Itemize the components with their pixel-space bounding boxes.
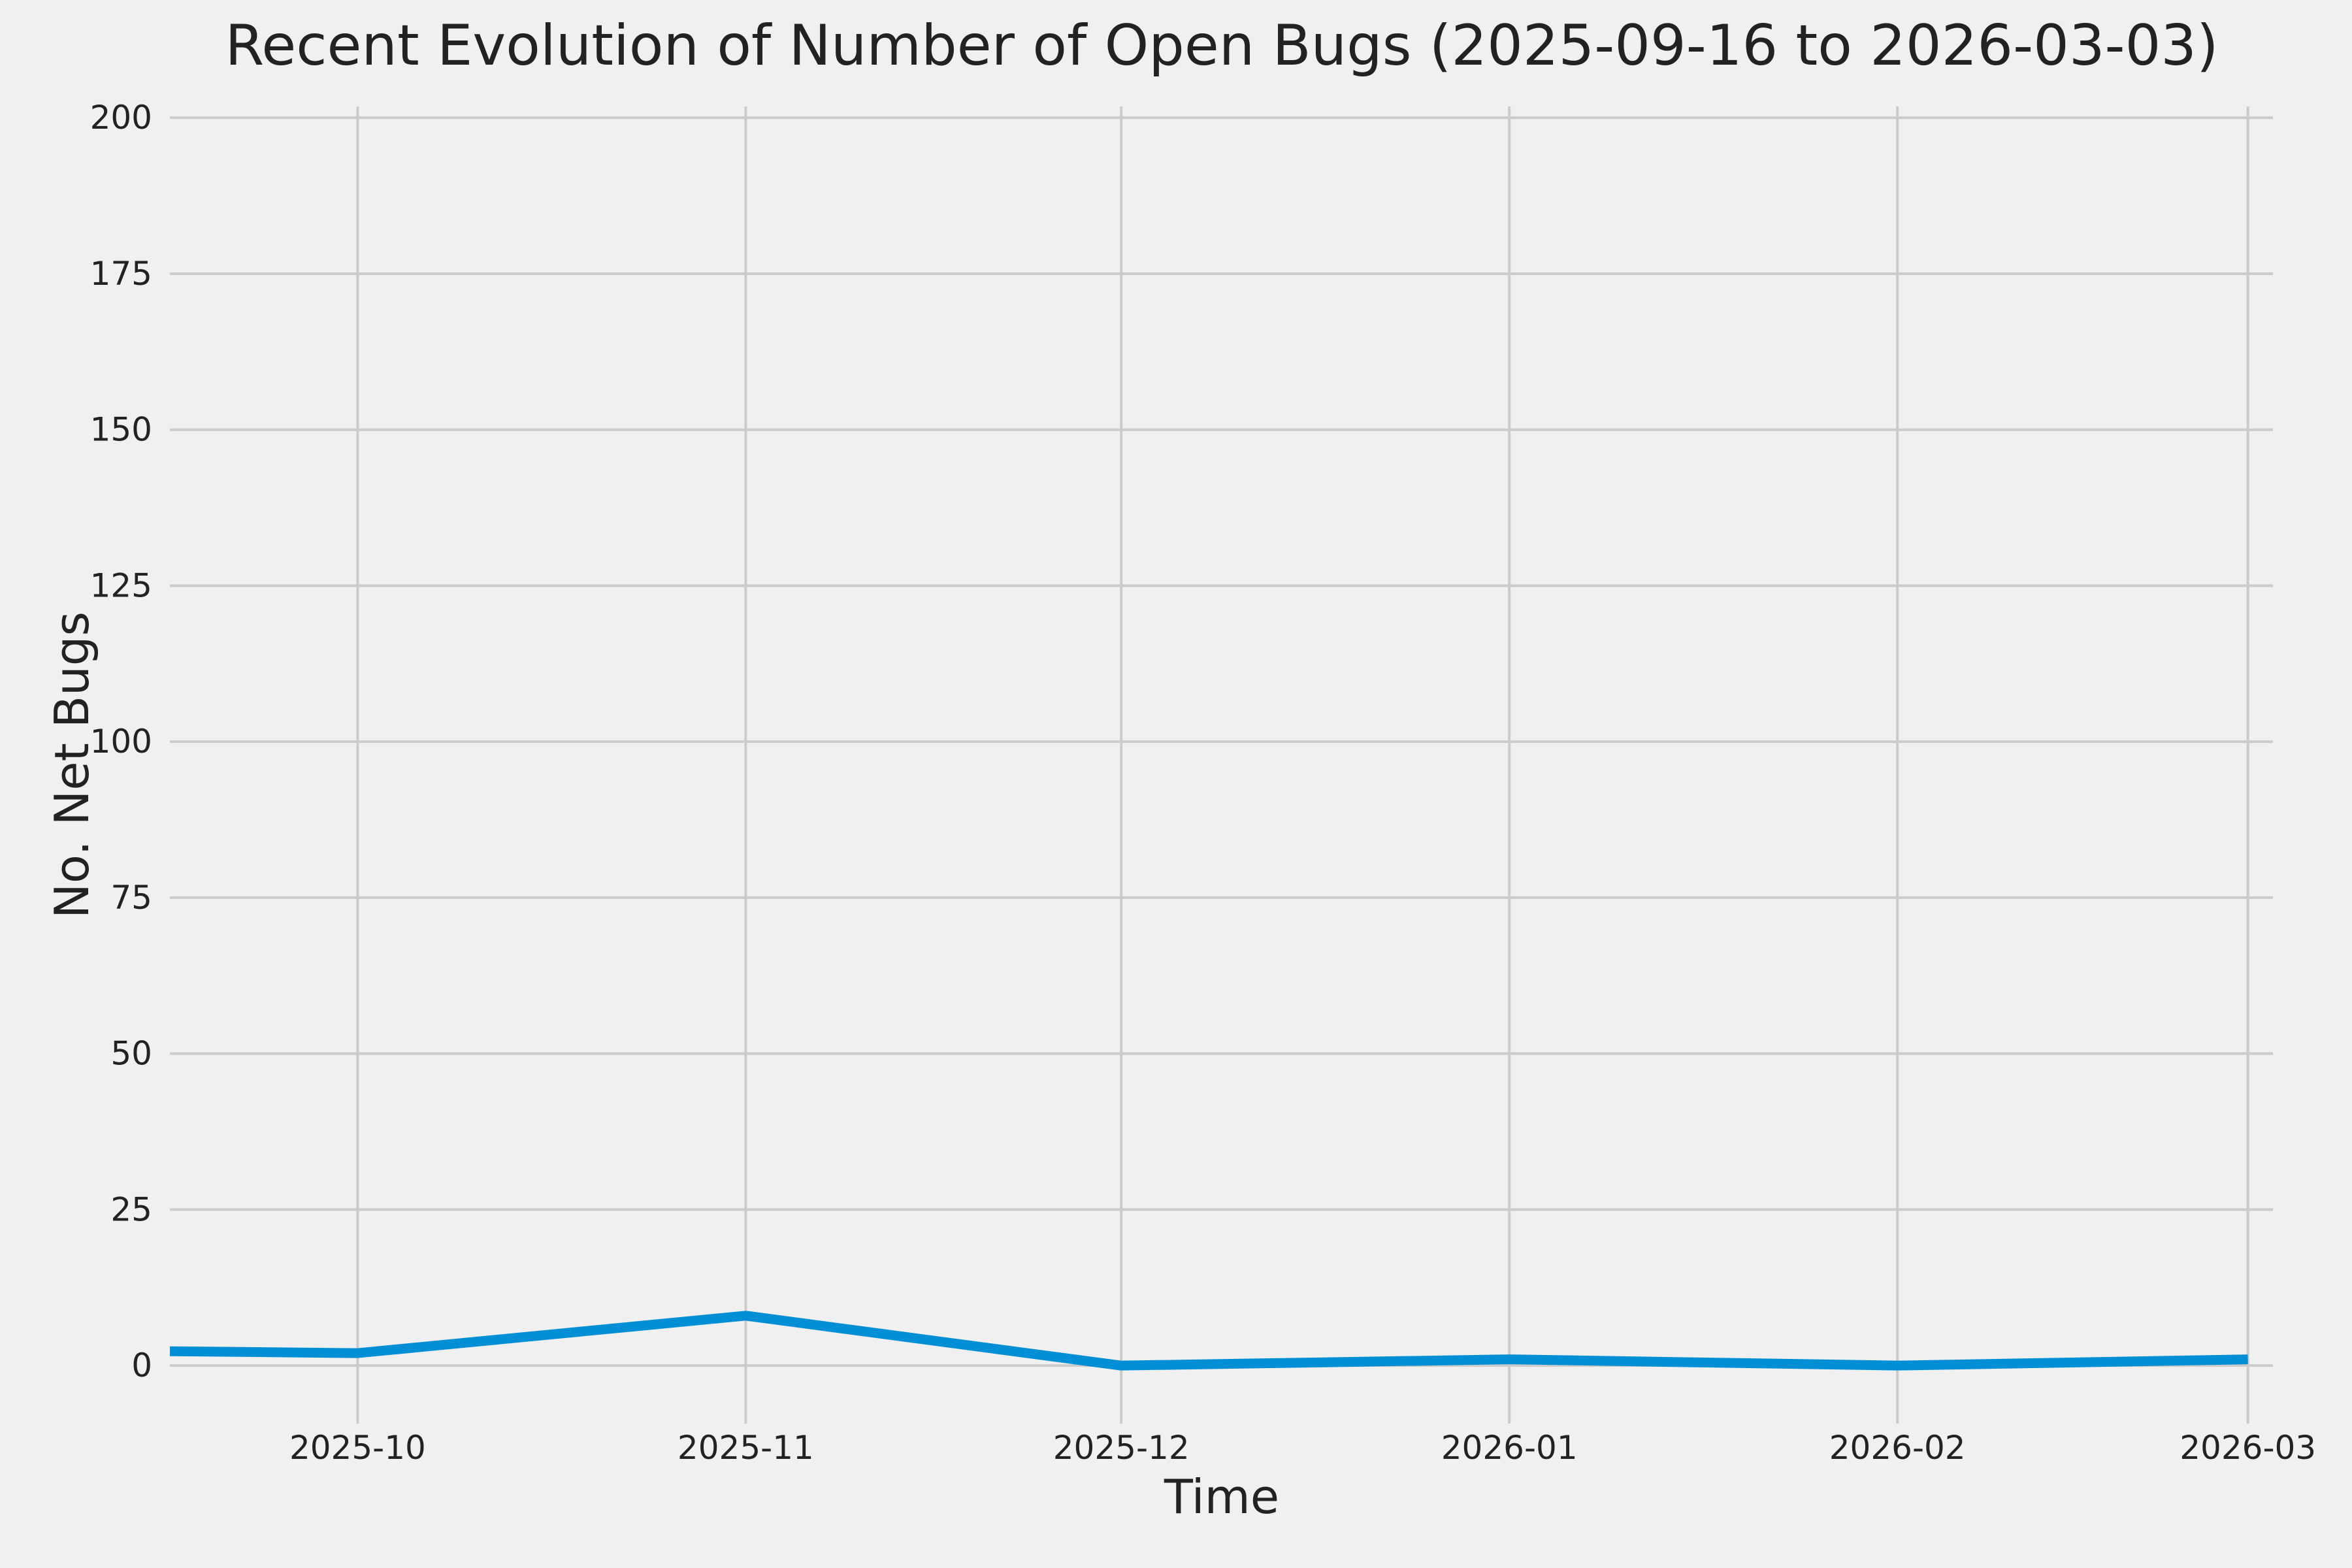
y-tick-label: 50 xyxy=(110,1035,152,1073)
y-tick-label: 100 xyxy=(90,723,152,760)
y-axis-label: No. Net Bugs xyxy=(44,612,99,919)
y-tick-label: 125 xyxy=(90,566,152,604)
y-tick-labels: 0 25 50 75 100 125 150 175 200 xyxy=(90,99,152,1384)
open-bugs-line-series xyxy=(169,1311,2248,1371)
x-tick-label: 2026-01 xyxy=(1441,1429,1578,1467)
y-tick-label: 200 xyxy=(90,99,152,137)
y-tick-label: 75 xyxy=(110,879,152,917)
x-tick-label: 2025-11 xyxy=(678,1429,814,1467)
x-tick-label: 2025-10 xyxy=(289,1429,426,1467)
y-tick-label: 150 xyxy=(90,411,152,449)
vertical-gridlines xyxy=(356,106,2249,1424)
x-tick-label: 2026-02 xyxy=(1829,1429,1966,1467)
x-axis-label: Time xyxy=(1164,1469,1279,1524)
chart-title: Recent Evolution of Number of Open Bugs … xyxy=(225,13,2218,78)
horizontal-gridlines xyxy=(170,116,2273,1367)
x-tick-labels: 2025-10 2025-11 2025-12 2026-01 2026-02 2026-… xyxy=(289,1429,2316,1467)
x-tick-label: 2026-03 xyxy=(2180,1429,2316,1467)
x-tick-label: 2025-12 xyxy=(1053,1429,1190,1467)
y-tick-label: 175 xyxy=(90,255,152,293)
y-tick-label: 25 xyxy=(110,1190,152,1228)
y-tick-label: 0 xyxy=(131,1347,152,1384)
